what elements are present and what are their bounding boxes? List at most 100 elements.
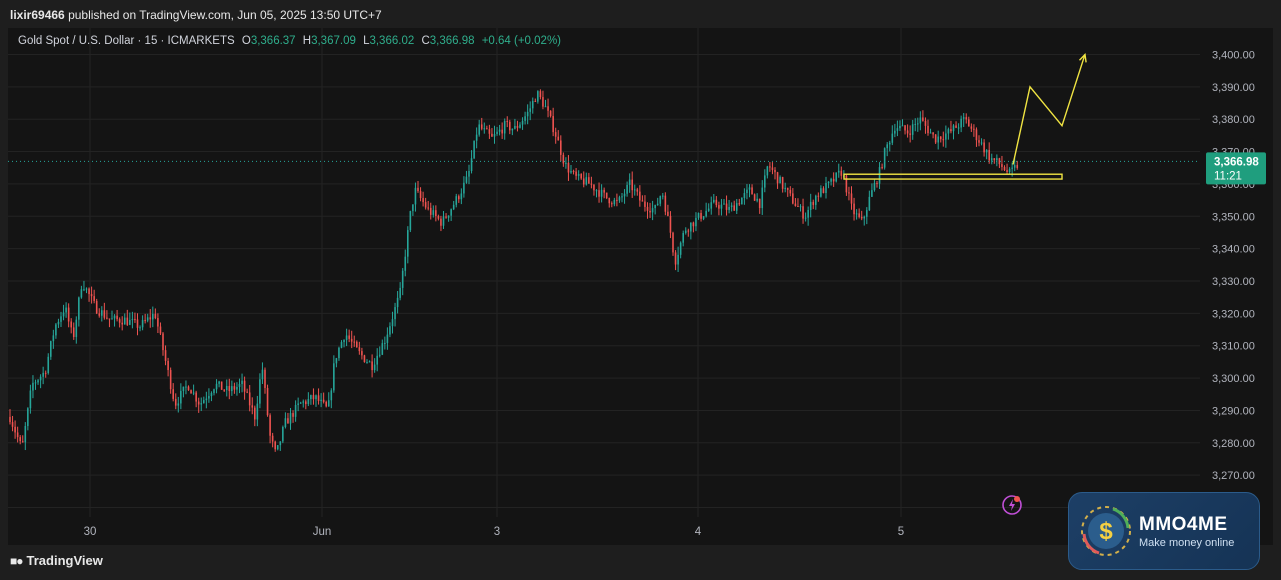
candle-body bbox=[809, 201, 812, 210]
candle-body bbox=[231, 386, 233, 392]
candle-body bbox=[611, 203, 613, 205]
candle-body bbox=[254, 407, 256, 420]
candle-body bbox=[667, 211, 669, 216]
candle-body bbox=[27, 408, 29, 427]
candle-body bbox=[968, 119, 970, 127]
candle-body bbox=[121, 322, 123, 325]
candle-body bbox=[39, 376, 42, 381]
candle-body bbox=[470, 158, 473, 171]
candle-body bbox=[164, 350, 167, 361]
candle-body bbox=[442, 216, 445, 226]
candle-body bbox=[312, 395, 315, 400]
candle-body bbox=[644, 201, 646, 207]
candle-body bbox=[266, 387, 269, 416]
candle-body bbox=[539, 91, 542, 98]
price-tag bbox=[1206, 152, 1266, 185]
candle-body bbox=[807, 209, 809, 218]
chart-area[interactable] bbox=[8, 28, 1273, 545]
candle-body bbox=[317, 395, 320, 402]
candle-body bbox=[37, 380, 39, 383]
candle-body bbox=[159, 326, 162, 334]
candle-body bbox=[1013, 165, 1016, 168]
candle-body bbox=[656, 203, 659, 206]
candle-body bbox=[483, 128, 486, 130]
candle-body bbox=[677, 254, 679, 265]
candle-body bbox=[886, 144, 888, 149]
candle-body bbox=[514, 125, 516, 129]
candle-body bbox=[544, 106, 547, 108]
candle-body bbox=[820, 188, 822, 197]
candle-body bbox=[633, 189, 636, 191]
candle-body bbox=[269, 415, 271, 436]
candle-body bbox=[853, 203, 855, 215]
candle-body bbox=[947, 129, 950, 134]
candle-body bbox=[516, 125, 519, 128]
candle-body bbox=[144, 320, 146, 322]
candle-body bbox=[83, 289, 85, 291]
candle-body bbox=[246, 391, 248, 393]
candle-body bbox=[626, 184, 628, 194]
candle-body bbox=[562, 154, 565, 164]
close-value: 3,366.98 bbox=[429, 35, 475, 47]
candle-body bbox=[570, 171, 572, 173]
candle-body bbox=[792, 193, 794, 204]
candle-body bbox=[460, 193, 463, 200]
candle-body bbox=[713, 199, 715, 203]
lightning-icon[interactable] bbox=[1001, 494, 1023, 516]
candle-body bbox=[771, 167, 774, 170]
candle-body bbox=[939, 136, 942, 140]
x-tick-label: Jun bbox=[313, 526, 332, 538]
candle-body bbox=[131, 319, 134, 321]
candle-body bbox=[70, 321, 72, 328]
candle-body bbox=[172, 389, 174, 399]
candle-body bbox=[524, 116, 526, 121]
candle-body bbox=[973, 128, 975, 130]
candle-body bbox=[776, 172, 779, 184]
candle-body bbox=[529, 108, 531, 112]
candle-body bbox=[450, 209, 452, 216]
candle-body bbox=[154, 313, 157, 319]
tradingview-logo[interactable]: ■● TradingView bbox=[10, 553, 103, 568]
candle-body bbox=[225, 386, 228, 391]
candle-body bbox=[437, 216, 440, 219]
candle-body bbox=[473, 140, 475, 159]
candle-body bbox=[860, 216, 863, 219]
candle-body bbox=[108, 318, 111, 320]
candle-body bbox=[241, 380, 243, 385]
candle-body bbox=[394, 307, 396, 320]
candle-body bbox=[835, 172, 837, 182]
candle-body bbox=[174, 398, 177, 406]
candle-body bbox=[177, 403, 180, 406]
candle-body bbox=[327, 400, 330, 407]
candle-body bbox=[588, 177, 590, 184]
candle-body bbox=[549, 110, 552, 117]
candle-body bbox=[80, 289, 83, 298]
candle-body bbox=[848, 192, 850, 194]
low-label: L bbox=[363, 35, 370, 47]
candle-body bbox=[146, 317, 149, 321]
candle-body bbox=[552, 116, 554, 133]
tradingview-logo-text: TradingView bbox=[26, 553, 103, 568]
candle-body bbox=[817, 195, 820, 197]
close-label: C bbox=[421, 35, 430, 47]
candle-body bbox=[345, 335, 348, 340]
ohlc-legend: Gold Spot / U.S. Dollar · 15 · ICMARKETS… bbox=[18, 35, 561, 47]
candle-body bbox=[381, 343, 384, 355]
tradingview-logo-icon: ■● bbox=[10, 553, 23, 568]
candle-body bbox=[641, 200, 644, 202]
candle-body bbox=[223, 389, 225, 391]
candle-body bbox=[440, 218, 442, 226]
candle-body bbox=[909, 133, 911, 135]
candle-body bbox=[310, 395, 312, 400]
candle-body bbox=[389, 326, 391, 335]
candle-body bbox=[256, 403, 259, 420]
candle-body bbox=[682, 232, 684, 243]
candle-body bbox=[302, 401, 305, 403]
candle-body bbox=[582, 178, 585, 185]
candle-body bbox=[294, 404, 297, 417]
candle-body bbox=[90, 294, 93, 297]
candle-body bbox=[761, 187, 764, 209]
candle-body bbox=[715, 199, 718, 206]
candle-body bbox=[863, 216, 866, 219]
